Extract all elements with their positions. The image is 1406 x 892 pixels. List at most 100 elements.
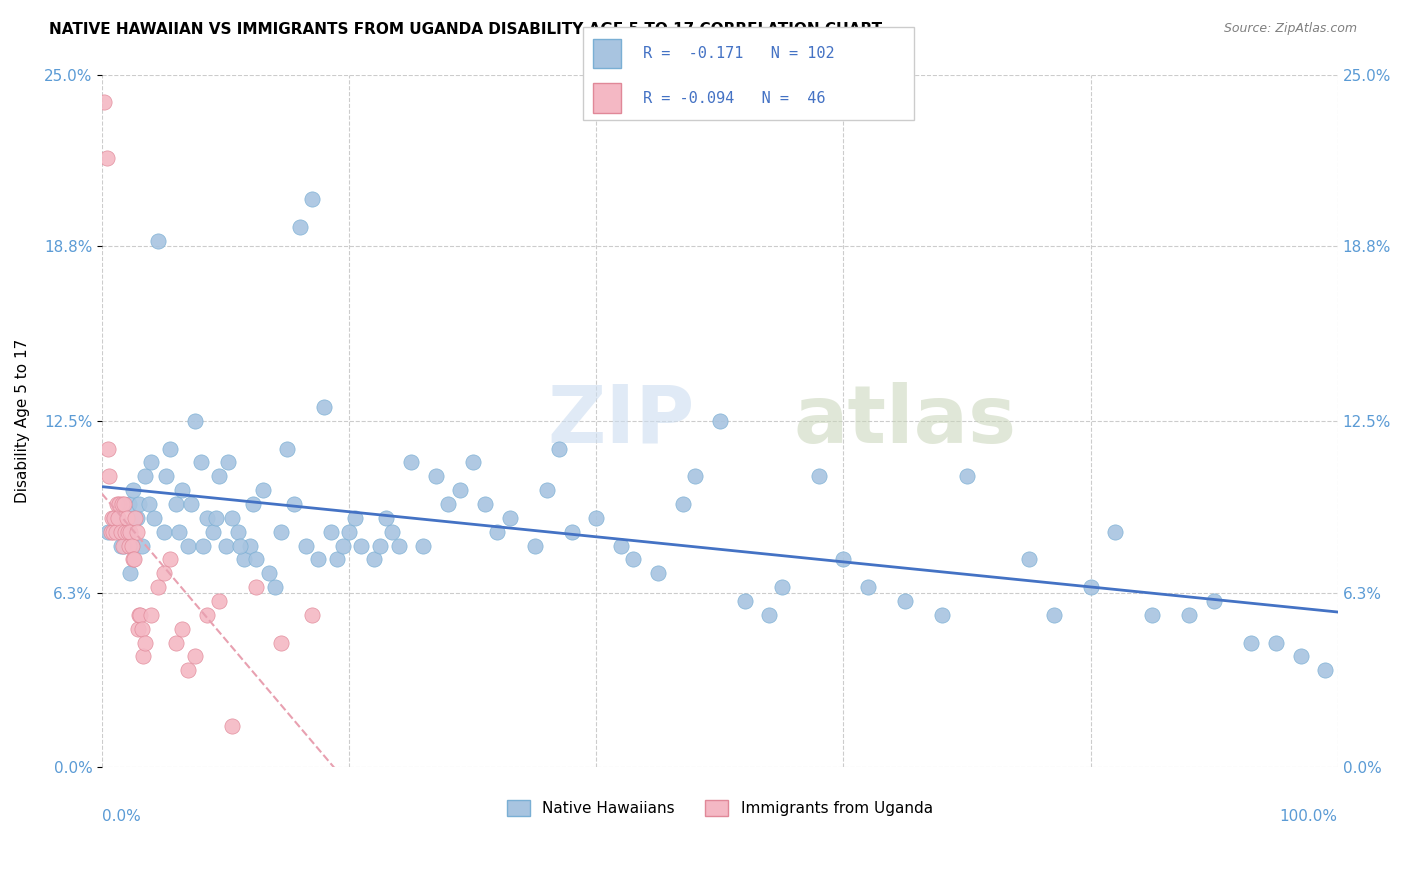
Point <box>129 607 152 622</box>
Point <box>245 552 267 566</box>
Point <box>127 622 149 636</box>
Point <box>111 497 134 511</box>
Text: R =  -0.171   N = 102: R = -0.171 N = 102 <box>643 46 834 61</box>
Text: Source: ZipAtlas.com: Source: ZipAtlas.com <box>1223 22 1357 36</box>
Point <box>301 607 323 622</box>
Point <box>709 414 731 428</box>
Point <box>270 524 292 539</box>
Point <box>165 497 187 511</box>
Point <box>117 524 139 539</box>
Point <box>337 524 360 539</box>
Point <box>264 580 287 594</box>
Point <box>437 497 460 511</box>
Text: R = -0.094   N =  46: R = -0.094 N = 46 <box>643 91 825 105</box>
Point <box>121 539 143 553</box>
Point <box>295 539 318 553</box>
Point <box>124 511 146 525</box>
Point <box>1240 635 1263 649</box>
Point <box>221 719 243 733</box>
Point <box>107 511 129 525</box>
Point <box>758 607 780 622</box>
Point <box>101 511 124 525</box>
Point <box>193 539 215 553</box>
Point <box>202 524 225 539</box>
Point <box>120 524 142 539</box>
Point <box>97 442 120 456</box>
Text: 100.0%: 100.0% <box>1279 809 1337 824</box>
Point <box>103 511 125 525</box>
Point <box>141 607 163 622</box>
Point <box>183 649 205 664</box>
Point <box>770 580 793 594</box>
Point <box>1178 607 1201 622</box>
Point <box>399 455 422 469</box>
Point <box>832 552 855 566</box>
Text: 0.0%: 0.0% <box>103 809 141 824</box>
Text: atlas: atlas <box>793 382 1017 460</box>
Point <box>142 511 165 525</box>
Point <box>122 552 145 566</box>
Point <box>326 552 349 566</box>
Point <box>229 539 252 553</box>
Point <box>257 566 280 581</box>
Point <box>233 552 256 566</box>
Point <box>128 607 150 622</box>
Point <box>486 524 509 539</box>
Point <box>536 483 558 498</box>
Point <box>114 524 136 539</box>
Point <box>425 469 447 483</box>
Point <box>146 234 169 248</box>
Point <box>96 151 118 165</box>
Point <box>195 511 218 525</box>
Point <box>146 580 169 594</box>
Point <box>1315 663 1337 677</box>
Point <box>807 469 830 483</box>
Point <box>111 539 134 553</box>
Point <box>115 511 138 525</box>
Point <box>375 511 398 525</box>
Point <box>1104 524 1126 539</box>
Point <box>856 580 879 594</box>
Point <box>141 455 163 469</box>
Point <box>190 455 212 469</box>
Point <box>449 483 471 498</box>
Point <box>120 566 142 581</box>
Point <box>208 594 231 608</box>
Point <box>412 539 434 553</box>
Point <box>307 552 329 566</box>
Point <box>1018 552 1040 566</box>
Point <box>131 622 153 636</box>
Point <box>159 442 181 456</box>
Point <box>103 511 125 525</box>
Point <box>159 552 181 566</box>
Point <box>118 539 141 553</box>
Point <box>108 497 131 511</box>
Point <box>105 497 128 511</box>
Point <box>217 455 239 469</box>
Point <box>332 539 354 553</box>
Point <box>122 483 145 498</box>
Point <box>97 524 120 539</box>
Point <box>152 524 174 539</box>
Point <box>112 539 135 553</box>
Point <box>288 219 311 234</box>
Point <box>1080 580 1102 594</box>
Point <box>1289 649 1312 664</box>
Point <box>523 539 546 553</box>
Text: NATIVE HAWAIIAN VS IMMIGRANTS FROM UGANDA DISABILITY AGE 5 TO 17 CORRELATION CHA: NATIVE HAWAIIAN VS IMMIGRANTS FROM UGAND… <box>49 22 883 37</box>
Point <box>167 524 190 539</box>
Point <box>499 511 522 525</box>
Point <box>177 663 200 677</box>
Point <box>195 607 218 622</box>
Point <box>672 497 695 511</box>
Point <box>214 539 236 553</box>
Point <box>245 580 267 594</box>
Point <box>548 442 571 456</box>
Point <box>138 497 160 511</box>
Point <box>204 511 226 525</box>
Point <box>101 524 124 539</box>
Point <box>368 539 391 553</box>
Point <box>734 594 756 608</box>
Point <box>98 469 121 483</box>
Point <box>381 524 404 539</box>
